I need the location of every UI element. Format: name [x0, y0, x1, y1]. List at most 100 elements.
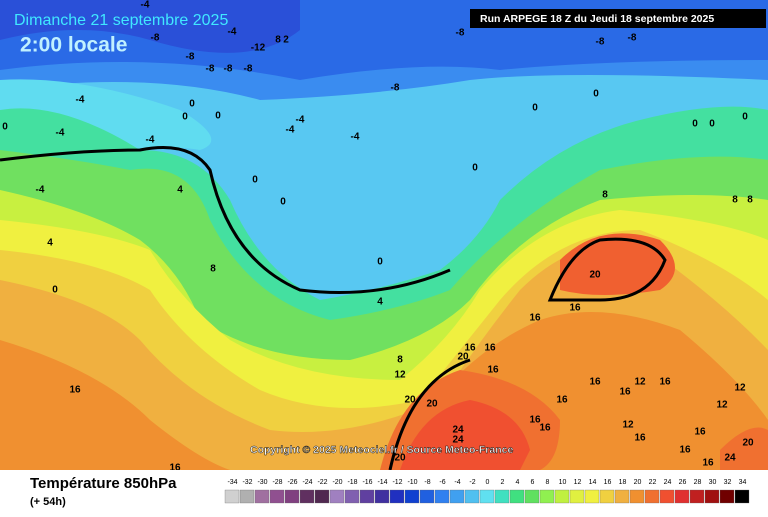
map-background	[0, 0, 768, 471]
colorbar-label: 30	[709, 479, 717, 486]
contour-label: 4	[177, 185, 183, 196]
colorbar-label: 24	[664, 479, 672, 486]
colorbar-swatch	[614, 489, 630, 504]
contour-label: -4	[56, 128, 65, 139]
contour-label: 16	[529, 415, 541, 426]
contour-label: 0	[593, 89, 599, 100]
contour-label: 16	[487, 365, 499, 376]
contour-label: 16	[634, 433, 646, 444]
colorbar-swatch	[539, 489, 555, 504]
contour-label: -8	[596, 37, 605, 48]
colorbar-label: 0	[486, 479, 490, 486]
contour-label: -12	[251, 43, 266, 54]
contour-label: 24	[724, 453, 736, 464]
colorbar-label: 22	[649, 479, 657, 486]
contour-label: 20	[404, 395, 416, 406]
colorbar-label: 2	[501, 479, 505, 486]
contour-label: -8	[151, 33, 160, 44]
colorbar-label: 10	[559, 479, 567, 486]
contour-label: 20	[457, 352, 469, 363]
contour-label: 0	[742, 112, 748, 123]
contour-label: -4	[141, 0, 150, 11]
contour-label: 2	[283, 35, 289, 46]
contour-label: 8	[747, 195, 753, 206]
colorbar-label: -8	[424, 479, 430, 486]
colorbar-swatch	[284, 489, 300, 504]
contour-label: 0	[189, 99, 195, 110]
colorbar-label: -30	[257, 479, 267, 486]
contour-label: -8	[206, 64, 215, 75]
colorbar-label: -12	[392, 479, 402, 486]
colorbar-swatch	[674, 489, 690, 504]
colorbar-swatch	[329, 489, 345, 504]
contour-label: 16	[529, 313, 541, 324]
colorbar-swatch	[659, 489, 675, 504]
colorbar-label: -20	[332, 479, 342, 486]
time: 2:00 locale	[20, 34, 127, 57]
colorbar-swatch	[644, 489, 660, 504]
colorbar-label: -6	[439, 479, 445, 486]
colorbar-label: 6	[531, 479, 535, 486]
date: Dimanche 21 septembre 2025	[14, 12, 228, 29]
footer-title: Température 850hPa	[30, 475, 177, 492]
contour-label: 16	[619, 387, 631, 398]
contour-label: -4	[146, 135, 155, 146]
colorbar-label: -24	[302, 479, 312, 486]
contour-label: 16	[484, 343, 496, 354]
contour-label: 0	[52, 285, 58, 296]
colorbar-label: -22	[317, 479, 327, 486]
colorbar-label: 16	[604, 479, 612, 486]
colorbar-swatch	[524, 489, 540, 504]
contour-label: 16	[464, 343, 476, 354]
contour-label: 20	[426, 399, 438, 410]
colorbar-swatch	[359, 489, 375, 504]
contour-label: -4	[296, 115, 305, 126]
colorbar-swatch	[584, 489, 600, 504]
contour-label: 0	[377, 257, 383, 268]
contour-label: 8	[275, 35, 281, 46]
colorbar-swatch	[374, 489, 390, 504]
colorbar-swatch	[509, 489, 525, 504]
colorbar-swatch	[554, 489, 570, 504]
colorbar-swatch	[344, 489, 360, 504]
contour-label: 16	[556, 395, 568, 406]
contour-label: -8	[224, 64, 233, 75]
colorbar: -34 -32 -30 -28 -26 -24 -22 -20 -18 -16 -14 -12 -10-…	[224, 479, 750, 504]
run-info: Run ARPEGE 18 Z du Jeudi 18 septembre 20…	[480, 13, 714, 25]
contour-labels: -4-8-4-128 2-8-8 -8 -8-8-8 -8-8-4 000 -4-4-4-4…	[2, 0, 754, 474]
contour-label: 16	[659, 377, 671, 388]
colorbar-label: 14	[589, 479, 597, 486]
contour-label: 8	[602, 190, 608, 201]
contour-label: 24	[452, 425, 464, 436]
colorbar-label: 18	[619, 479, 627, 486]
contour-label: -8	[186, 52, 195, 63]
colorbar-swatch	[464, 489, 480, 504]
colorbar-label: -10	[407, 479, 417, 486]
colorbar-label: 8	[546, 479, 550, 486]
colorbar-swatch	[389, 489, 405, 504]
contour-label: 16	[679, 445, 691, 456]
colorbar-label: -16	[362, 479, 372, 486]
contour-label: 4	[377, 297, 383, 308]
colorbar-swatch	[404, 489, 420, 504]
contour-label: 16	[589, 377, 601, 388]
colorbar-swatch	[629, 489, 645, 504]
contour-label: -8	[391, 83, 400, 94]
contour-label: -4	[286, 125, 295, 136]
contour-label: 0	[532, 103, 538, 114]
run-box	[470, 9, 766, 28]
colorbar-label: 34	[739, 479, 747, 486]
colorbar-label: -32	[242, 479, 252, 486]
contour-label: 0	[2, 122, 8, 133]
contour-label: 0	[472, 163, 478, 174]
contour-label: 24	[452, 435, 464, 446]
contour-label: -4	[76, 95, 85, 106]
contour-label: 0	[709, 119, 715, 130]
contour-label: 16	[694, 427, 706, 438]
colorbar-label: -28	[272, 479, 282, 486]
contour-label: 0	[692, 119, 698, 130]
contour-label: 12	[634, 377, 646, 388]
colorbar-label: -2	[469, 479, 475, 486]
contour-label: 0	[280, 197, 286, 208]
colorbar-label: 26	[679, 479, 687, 486]
